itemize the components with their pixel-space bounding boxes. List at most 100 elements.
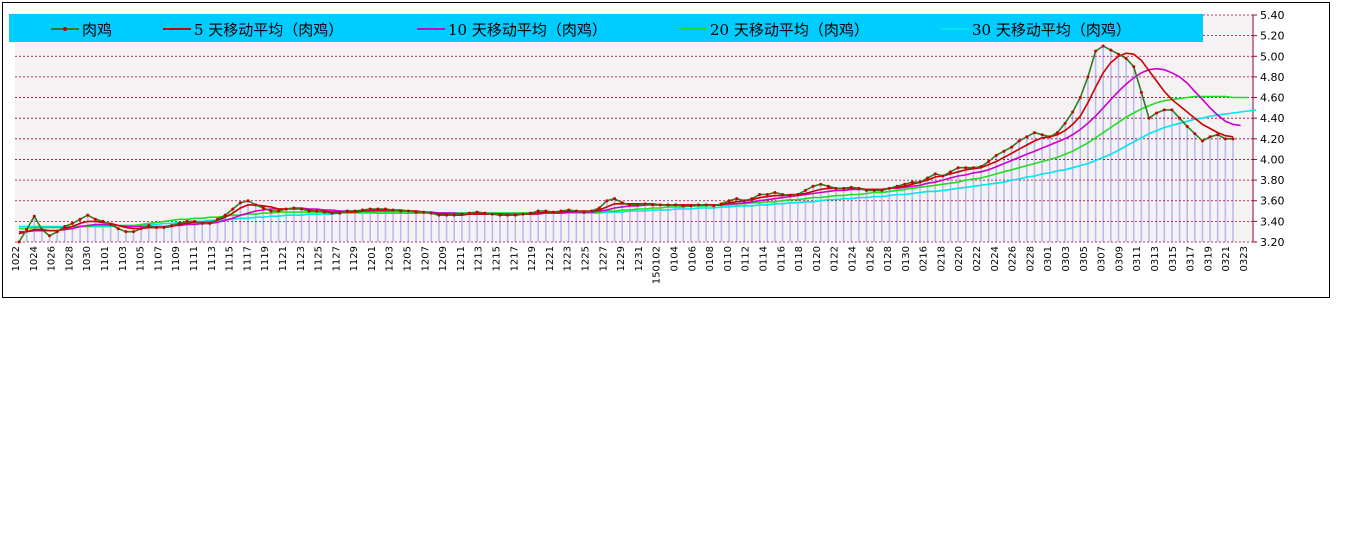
x-tick-label: 1219 bbox=[527, 246, 538, 271]
x-tick-label: 1215 bbox=[492, 246, 503, 271]
data-point bbox=[78, 217, 82, 221]
data-point bbox=[1170, 108, 1174, 112]
data-point bbox=[597, 206, 601, 210]
data-point bbox=[467, 211, 471, 215]
x-tick-label: 1109 bbox=[171, 246, 182, 271]
data-point bbox=[979, 165, 983, 169]
data-point bbox=[857, 186, 861, 190]
y-tick-label: 4.80 bbox=[1260, 71, 1285, 84]
data-point bbox=[139, 227, 143, 231]
data-point bbox=[765, 193, 769, 197]
x-tick-label: 1227 bbox=[598, 246, 609, 271]
legend: 肉鸡 5 天移动平均（肉鸡） 10 天移动平均（肉鸡） 20 天移动平均（肉鸡） 30 … bbox=[9, 14, 1203, 42]
data-point bbox=[865, 188, 869, 192]
data-point bbox=[17, 240, 21, 244]
data-point bbox=[238, 201, 242, 205]
legend-label: 30 天移动平均（肉鸡） bbox=[972, 21, 1131, 39]
data-point bbox=[147, 223, 151, 227]
data-point bbox=[292, 206, 296, 210]
data-point bbox=[1078, 96, 1082, 100]
x-tick-label: 0315 bbox=[1168, 246, 1179, 271]
series-line bbox=[19, 109, 1257, 228]
data-point bbox=[1002, 149, 1006, 153]
data-point bbox=[269, 209, 273, 213]
data-point bbox=[971, 166, 975, 170]
x-tick-label: 0222 bbox=[972, 246, 983, 271]
x-tick-label: 1117 bbox=[242, 246, 253, 271]
x-tick-label: 0313 bbox=[1150, 246, 1161, 271]
x-tick-label: 1111 bbox=[189, 246, 200, 271]
data-point bbox=[1101, 44, 1105, 48]
data-point bbox=[490, 212, 494, 216]
x-tick-label: 0120 bbox=[812, 246, 823, 271]
data-point bbox=[25, 228, 29, 232]
data-point bbox=[1063, 121, 1067, 125]
volume-bars bbox=[25, 45, 1234, 242]
x-tick-label: 0106 bbox=[687, 246, 698, 271]
data-point bbox=[1216, 133, 1220, 137]
data-point bbox=[781, 193, 785, 197]
data-point bbox=[70, 221, 74, 225]
data-point bbox=[834, 186, 838, 190]
chart-svg: 3.20 3.40 3.60 3.80 4.00 4.20 4.40 4.60 4.80 5.00… bbox=[9, 9, 1285, 284]
data-point bbox=[162, 226, 166, 230]
x-tick-label: 0108 bbox=[705, 246, 716, 271]
data-point bbox=[1208, 135, 1212, 139]
x-tick-label: 0130 bbox=[901, 246, 912, 271]
legend-label: 肉鸡 bbox=[82, 21, 112, 39]
data-point bbox=[1048, 135, 1052, 139]
data-point bbox=[1032, 131, 1036, 135]
data-point bbox=[811, 184, 815, 188]
data-point bbox=[948, 170, 952, 174]
x-tick-label: 0228 bbox=[1025, 246, 1036, 271]
data-point bbox=[1025, 135, 1029, 139]
x-tick-label: 1217 bbox=[509, 246, 520, 271]
data-point bbox=[307, 209, 311, 213]
x-tick-label: 0303 bbox=[1061, 246, 1072, 271]
data-point bbox=[872, 188, 876, 192]
data-point bbox=[376, 207, 380, 211]
x-tick-label: 0224 bbox=[990, 246, 1001, 271]
x-tick-label: 1101 bbox=[100, 246, 111, 271]
y-tick-label: 4.00 bbox=[1260, 153, 1285, 166]
data-point bbox=[338, 211, 342, 215]
data-point bbox=[803, 188, 807, 192]
y-tick-label: 4.40 bbox=[1260, 112, 1285, 125]
x-tick-label: 0220 bbox=[954, 246, 965, 271]
data-point bbox=[1132, 65, 1136, 69]
data-point bbox=[842, 186, 846, 190]
x-tick-label: 1209 bbox=[438, 246, 449, 271]
data-point bbox=[773, 190, 777, 194]
data-point bbox=[315, 209, 319, 213]
data-point bbox=[750, 197, 754, 201]
data-point bbox=[185, 219, 189, 223]
data-point bbox=[1094, 49, 1098, 53]
data-point bbox=[483, 211, 487, 215]
x-tick-label: 1229 bbox=[616, 246, 627, 271]
data-point bbox=[1124, 56, 1128, 60]
x-tick-label: 1123 bbox=[296, 246, 307, 271]
x-tick-label: 1113 bbox=[207, 246, 218, 271]
data-point bbox=[788, 194, 792, 198]
data-point bbox=[460, 212, 464, 216]
data-point bbox=[200, 221, 204, 225]
data-point bbox=[620, 201, 624, 205]
x-tick-label: 1225 bbox=[581, 246, 592, 271]
x-tick-label: 0114 bbox=[759, 246, 770, 271]
data-point bbox=[819, 182, 823, 186]
data-point bbox=[330, 211, 334, 215]
data-point bbox=[880, 188, 884, 192]
x-tick-label: 0323 bbox=[1239, 246, 1250, 271]
x-tick-label: 0309 bbox=[1114, 246, 1125, 271]
data-point bbox=[429, 211, 433, 215]
x-tick-label: 0124 bbox=[848, 246, 859, 271]
data-point bbox=[719, 202, 723, 206]
data-point bbox=[422, 210, 426, 214]
data-point bbox=[506, 213, 510, 217]
data-point bbox=[681, 204, 685, 208]
x-tick-label: 0317 bbox=[1186, 246, 1197, 271]
y-tick-label: 3.20 bbox=[1260, 236, 1285, 249]
data-point bbox=[1178, 116, 1182, 120]
data-point bbox=[406, 209, 410, 213]
x-tick-label: 0118 bbox=[794, 246, 805, 271]
